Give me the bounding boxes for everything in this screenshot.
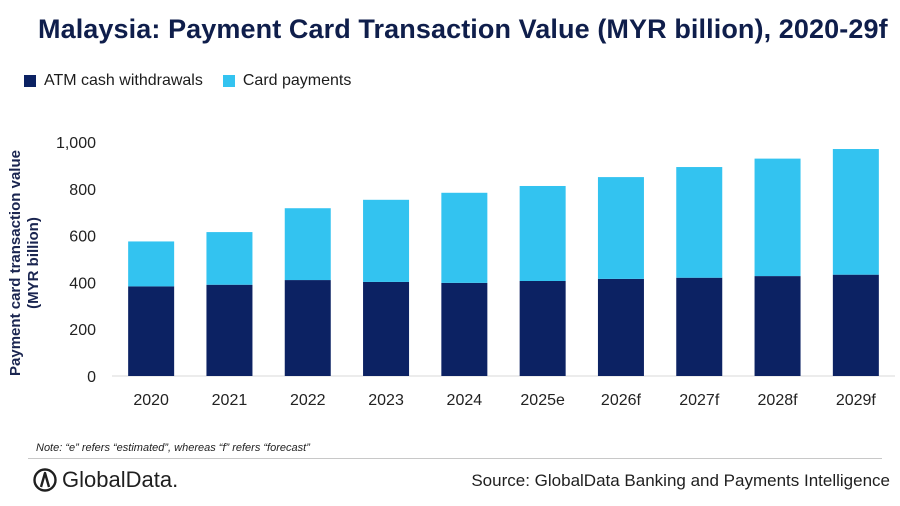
y-tick-label: 1,000: [56, 135, 96, 152]
bar-card-payments: [676, 167, 723, 278]
bar-atm-cash-withdrawals: [441, 282, 488, 376]
bar-card-payments: [597, 177, 644, 279]
bar-card-payments: [363, 199, 410, 282]
x-tick-label: 2024: [447, 392, 483, 409]
x-tick-label: 2026f: [601, 392, 642, 409]
source-text: Source: GlobalData Banking and Payments …: [471, 471, 890, 490]
globaldata-logo-icon: [33, 468, 57, 492]
y-axis-title-line: Payment card transaction value: [7, 150, 24, 376]
x-tick-label: 2021: [212, 392, 248, 409]
bar-atm-cash-withdrawals: [206, 284, 253, 376]
stacked-bar-chart: 0 200 400 600 800 1,000 Payment card transacti…: [7, 135, 895, 409]
x-tick-label: 2023: [368, 392, 404, 409]
x-tick-label: 2029f: [836, 392, 877, 409]
globaldata-logo: GlobalData.: [32, 467, 178, 493]
y-tick-label: 800: [69, 182, 96, 199]
bar-atm-cash-withdrawals: [832, 274, 879, 376]
bar-atm-cash-withdrawals: [676, 277, 723, 376]
bar-card-payments: [754, 158, 801, 277]
footer-divider: [28, 458, 882, 459]
bar-atm-cash-withdrawals: [284, 280, 331, 376]
bar-card-payments: [832, 149, 879, 275]
y-tick-label: 600: [69, 229, 96, 246]
bar-card-payments: [206, 232, 253, 285]
y-tick-label: 0: [87, 369, 96, 386]
x-tick-label: 2022: [290, 392, 326, 409]
bar-atm-cash-withdrawals: [363, 281, 410, 376]
x-tick-label: 2020: [133, 392, 169, 409]
bar-atm-cash-withdrawals: [754, 276, 801, 376]
y-axis-title: Payment card transaction value(MYR billi…: [7, 150, 42, 376]
x-tick-label: 2027f: [679, 392, 720, 409]
chart-title: Malaysia: Payment Card Transaction Value…: [38, 14, 888, 44]
legend-label-card: Card payments: [242, 72, 352, 89]
bar-atm-cash-withdrawals: [128, 286, 175, 376]
y-axis-title-line: (MYR billion): [25, 217, 42, 309]
y-tick-label: 400: [69, 275, 96, 292]
chart-legend: ATM cash withdrawals Card payments: [24, 72, 371, 90]
bar-atm-cash-withdrawals: [597, 278, 644, 376]
bar-card-payments: [128, 241, 175, 287]
bar-card-payments: [284, 208, 331, 281]
bar-card-payments: [519, 185, 566, 281]
y-tick-label: 200: [69, 322, 96, 339]
legend-item-atm: ATM cash withdrawals: [24, 72, 203, 90]
legend-swatch-card: [222, 75, 235, 87]
bar-atm-cash-withdrawals: [519, 280, 566, 376]
logo-text: GlobalData.: [62, 467, 179, 492]
x-tick-label: 2025e: [520, 392, 565, 409]
x-tick-label: 2028f: [758, 392, 799, 409]
footnote: Note: “e” refers “estimated”, whereas “f…: [36, 442, 310, 454]
legend-item-card: Card payments: [222, 72, 352, 90]
legend-swatch-atm: [24, 75, 36, 87]
bar-card-payments: [441, 192, 488, 283]
legend-label-atm: ATM cash withdrawals: [44, 72, 203, 89]
